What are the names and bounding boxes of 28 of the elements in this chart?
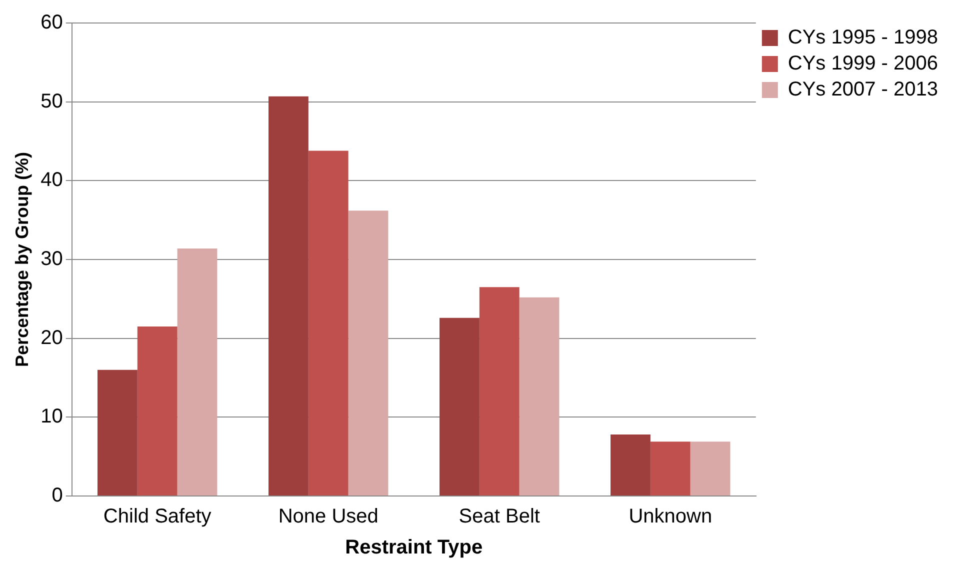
x-tick-label: Unknown (628, 506, 712, 528)
bar (137, 326, 178, 496)
y-axis-title: Percentage by Group (%) (12, 152, 32, 368)
bar (308, 150, 348, 496)
y-tick-label: 10 (40, 406, 63, 428)
bar (268, 96, 308, 496)
y-tick-label: 20 (40, 326, 63, 349)
bar (519, 297, 560, 496)
y-tick-label: 60 (40, 12, 63, 34)
bar (610, 434, 650, 496)
bar (440, 318, 480, 496)
legend-label: CYs 2007 - 2013 (788, 78, 938, 101)
x-tick-label: Seat Belt (458, 506, 540, 528)
x-tick-label: None Used (278, 506, 378, 528)
bar (650, 442, 690, 496)
y-tick-label: 50 (40, 90, 63, 112)
x-tick-label: Child Safety (103, 506, 212, 528)
x-axis-title: Restraint Type (345, 536, 483, 559)
bar (348, 210, 388, 496)
y-tick-label: 0 (52, 484, 63, 507)
bar (479, 287, 520, 496)
y-tick-label: 40 (40, 169, 63, 192)
bar (690, 442, 730, 496)
bar (177, 248, 218, 496)
bar (98, 370, 138, 496)
y-tick-label: 30 (40, 248, 63, 270)
legend-label: CYs 1995 - 1998 (788, 26, 938, 49)
legend-label: CYs 1999 - 2006 (788, 52, 938, 75)
